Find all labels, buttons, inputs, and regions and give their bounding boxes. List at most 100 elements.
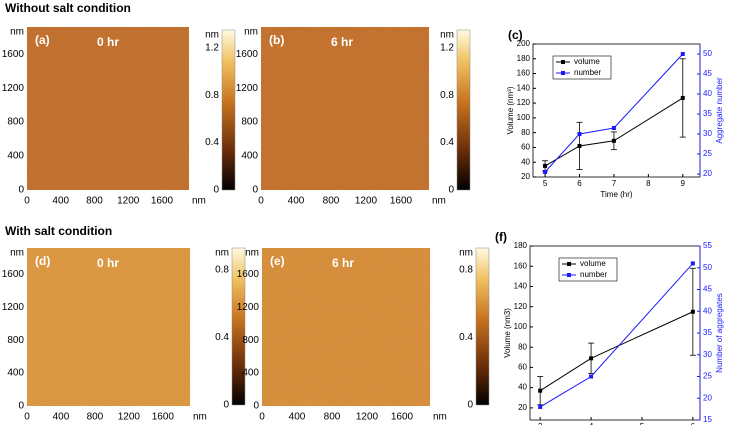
y-tick-label: 200	[517, 39, 531, 48]
y-tick-label: 1600	[2, 49, 25, 60]
colorbar-tick-label: 0	[213, 185, 219, 196]
afm-texture	[27, 248, 190, 406]
series-line	[539, 311, 694, 392]
point	[538, 388, 543, 393]
y-tick-label: 120	[514, 302, 528, 311]
panel-label: (a)	[35, 33, 50, 47]
y-tick-label: 1200	[237, 302, 260, 313]
x-tick-label: 1200	[356, 412, 379, 423]
x-tick-label: 6	[691, 422, 696, 425]
legend-marker	[567, 273, 571, 277]
x-tick-label: 3	[538, 422, 543, 425]
y-tick-label: 400	[7, 368, 24, 379]
legend-label: volume	[580, 259, 606, 268]
colorbar-tick-label: 0	[467, 400, 473, 411]
y-tick-label: 40	[518, 383, 527, 392]
y-tick-label: 1200	[236, 83, 259, 94]
y-tick-label: 800	[241, 117, 258, 128]
y2-axis-label: Number of aggregates	[715, 293, 724, 373]
x-tick-label: 1200	[117, 196, 140, 207]
series-line	[544, 97, 684, 167]
point	[611, 138, 616, 143]
y2-tick-label: 25	[703, 372, 712, 381]
y-tick-label: 0	[18, 401, 24, 412]
colorbar-unit: nm	[205, 30, 219, 41]
x-tick-label: 400	[53, 412, 70, 423]
y-tick-label: 60	[521, 143, 530, 152]
y2-tick-label: 20	[703, 393, 712, 402]
point	[577, 143, 582, 148]
y2-tick-label: 50	[703, 49, 712, 58]
legend-label: number	[580, 270, 607, 279]
colorbar-tick-label: 1.2	[440, 42, 454, 53]
panel-time: 0 hr	[97, 35, 119, 49]
colorbar-tick-label: 0.8	[440, 90, 454, 101]
y-tick-label: 1600	[236, 49, 259, 60]
y2-tick-label: 25	[703, 149, 712, 158]
y-axis-label: Volume (nm³)	[506, 86, 515, 134]
y-tick-label: 140	[517, 83, 531, 92]
x-tick-label: 5	[640, 422, 645, 425]
legend-marker	[561, 71, 565, 75]
legend-label: number	[574, 68, 601, 77]
panel-label: (d)	[35, 254, 50, 268]
y-tick-label: 800	[7, 117, 24, 128]
series-line	[544, 53, 684, 173]
y-tick-label: 180	[514, 241, 528, 250]
series-line	[539, 263, 694, 408]
x-tick-label: 800	[323, 196, 340, 207]
point	[680, 95, 685, 100]
point	[680, 52, 685, 56]
y-tick-label: 60	[518, 363, 527, 372]
x-tick-label: 1600	[151, 196, 174, 207]
y-tick-label: 1200	[2, 83, 25, 94]
x-tick-label: 400	[52, 196, 69, 207]
panel-time: 6 hr	[332, 256, 354, 270]
y-tick-label: 800	[242, 335, 259, 346]
x-axis-label: Time (hr)	[600, 190, 632, 199]
heading: Without salt condition	[5, 1, 131, 15]
x-tick-label: 5	[543, 179, 548, 188]
y-tick-label: 1600	[237, 269, 260, 280]
legend-marker	[567, 262, 571, 266]
legend-frame	[552, 55, 612, 80]
y-tick-label: 400	[7, 151, 24, 162]
point	[690, 309, 695, 314]
colorbar	[475, 247, 490, 406]
y-tick-label: 800	[7, 335, 24, 346]
x-tick-label: 0	[24, 412, 30, 423]
y-tick-label: 1600	[2, 269, 25, 280]
colorbar	[221, 29, 236, 191]
x-unit: nm	[192, 196, 206, 207]
colorbar	[456, 29, 471, 191]
x-tick-label: 800	[87, 412, 104, 423]
y2-axis-label: Aggregate number	[715, 77, 724, 144]
point	[589, 374, 594, 379]
panel-time: 6 hr	[331, 35, 353, 49]
colorbar-tick-label: 0	[448, 185, 454, 196]
panel-label: (c)	[508, 28, 523, 42]
x-tick-label: 800	[324, 412, 341, 423]
colorbar-tick-label: 1.2	[205, 42, 219, 53]
legend-frame	[558, 257, 618, 282]
point	[577, 132, 582, 136]
point	[538, 404, 543, 409]
y-tick-label: 1200	[2, 302, 25, 313]
y2-tick-label: 35	[703, 328, 712, 337]
colorbar-tick-label: 0.8	[459, 265, 473, 276]
panel-label: (b)	[269, 33, 284, 47]
legend-label: volume	[574, 57, 600, 66]
y-axis-label: Volume (nm3)	[503, 308, 512, 358]
point	[543, 170, 548, 174]
y2-tick-label: 50	[703, 263, 712, 272]
y2-tick-label: 45	[703, 69, 712, 78]
x-unit: nm	[433, 412, 447, 423]
x-tick-label: 4	[589, 422, 594, 425]
y-unit: nm	[245, 248, 259, 259]
colorbar-tick-label: 0.4	[440, 137, 454, 148]
y-tick-label: 180	[517, 54, 531, 63]
y-tick-label: 80	[518, 342, 527, 351]
y-tick-label: 160	[517, 69, 531, 78]
colorbar-tick-label: 0.8	[205, 90, 219, 101]
